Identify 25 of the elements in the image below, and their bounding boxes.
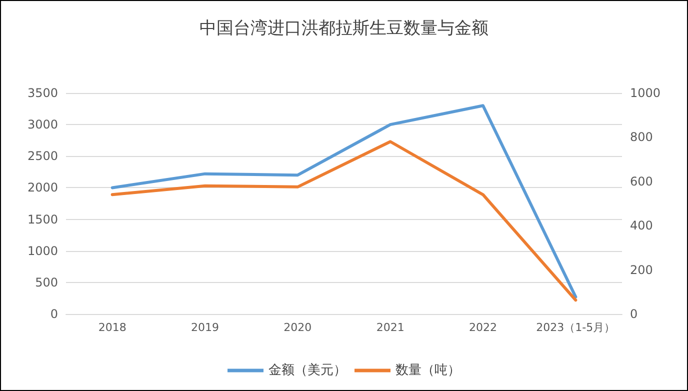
x-tick-label: 2020 <box>284 321 312 334</box>
y-tick-label: 500 <box>35 275 58 290</box>
y2-tick-label: 200 <box>630 262 653 277</box>
x-tick-label: 2019 <box>191 321 219 334</box>
y-tick-label: 2000 <box>27 180 58 195</box>
line-series <box>110 140 578 302</box>
y-tick-label: 1000 <box>27 244 58 258</box>
x-tick-label: 2021 <box>376 321 404 334</box>
x-tick-label: 2023（1-5月） <box>536 321 616 334</box>
chart-title: 中国台湾进口洪都拉斯生豆数量与金额 <box>200 18 488 38</box>
y2-tick-label: 800 <box>630 130 653 144</box>
x-tick-label: 2022 <box>469 321 497 334</box>
legend-label: 数量（吨） <box>396 363 460 378</box>
y2-tick-label: 1000 <box>630 86 661 100</box>
y2-tick-label: 600 <box>630 174 653 188</box>
x-tick-label: 2018 <box>98 321 126 334</box>
y-tick-label: 3000 <box>27 118 58 132</box>
legend-label: 金额（美元） <box>268 362 346 378</box>
y2-tick-label: 400 <box>630 218 653 233</box>
line-series <box>110 104 578 298</box>
y2-tick-label: 0 <box>630 307 638 321</box>
y-tick-label: 0 <box>50 307 58 321</box>
y-tick-label: 3500 <box>27 86 58 100</box>
y-tick-label: 2500 <box>27 149 58 164</box>
y-tick-label: 1500 <box>27 212 58 226</box>
